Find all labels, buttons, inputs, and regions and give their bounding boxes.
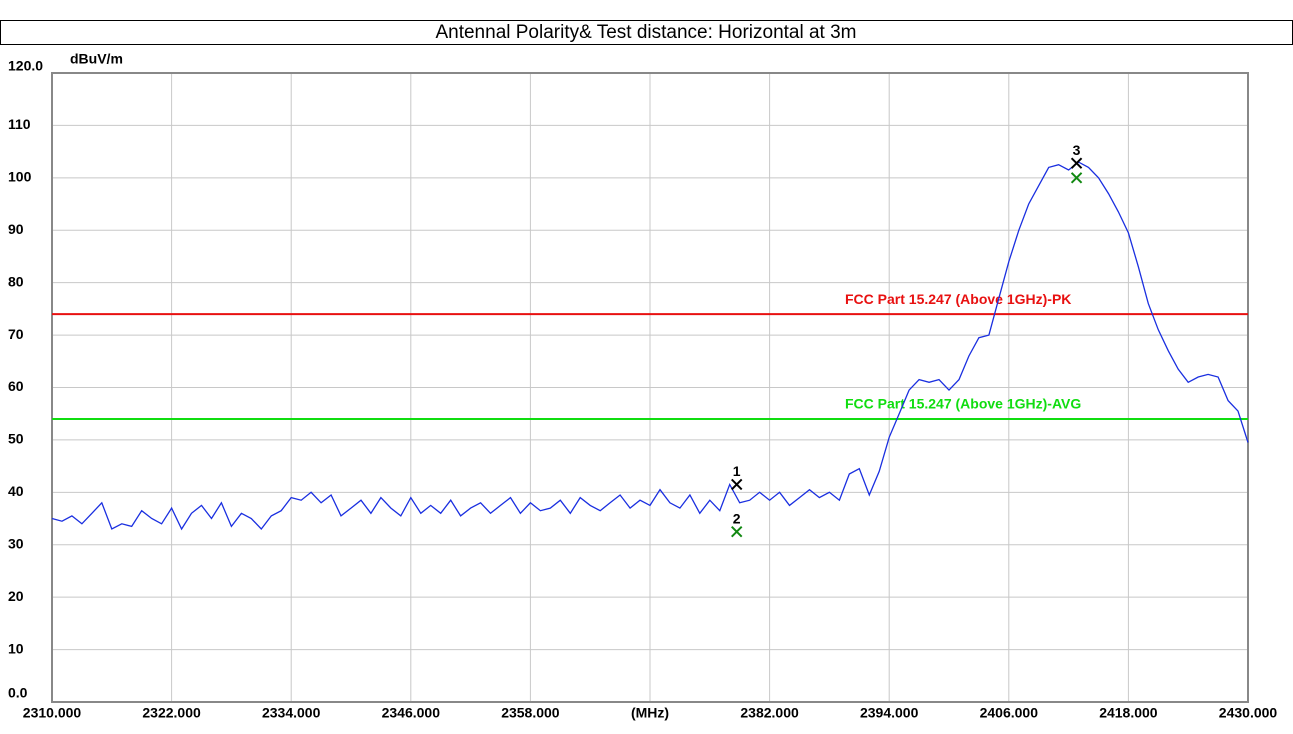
marker-label: 2 (733, 510, 741, 526)
limit-label: FCC Part 15.247 (Above 1GHz)-PK (845, 291, 1071, 307)
x-tick-label: 2382.000 (740, 705, 799, 721)
y-tick-label: 80 (8, 273, 24, 289)
y-tick-label: 110 (8, 116, 31, 132)
marker-label: 1 (733, 463, 741, 479)
x-tick-label: 2394.000 (860, 705, 919, 721)
y-tick-label: 120.0 (8, 58, 43, 74)
y-tick-label: 10 (8, 640, 24, 656)
y-tick-label: 30 (8, 535, 24, 551)
y-tick-label: 50 (8, 431, 24, 447)
y-axis-label: dBuV/m (70, 51, 123, 67)
y-tick-label: 60 (8, 378, 24, 394)
limit-label: FCC Part 15.247 (Above 1GHz)-AVG (845, 396, 1081, 412)
x-tick-label: 2418.000 (1099, 705, 1158, 721)
marker (1070, 157, 1083, 169)
trace-line (51, 161, 1249, 531)
marker (731, 525, 743, 538)
y-tick-label: 40 (8, 483, 24, 499)
x-tick-label: 2430.000 (1219, 705, 1278, 721)
y-tick-label: 100 (8, 169, 32, 185)
x-tick-label: 2310.000 (23, 705, 82, 721)
x-tick-label: 2406.000 (980, 705, 1039, 721)
y-tick-label: 0.0 (8, 685, 28, 701)
marker (731, 478, 743, 491)
x-tick-label: 2358.000 (501, 705, 560, 721)
y-tick-label: 20 (8, 588, 24, 604)
marker (1070, 172, 1083, 184)
x-tick-label: 2334.000 (262, 705, 321, 721)
marker-label: 3 (1073, 142, 1081, 158)
x-tick-label: 2322.000 (142, 705, 201, 721)
plot-frame (51, 72, 1249, 703)
title-box (0, 20, 1293, 45)
y-tick-label: 90 (8, 221, 24, 237)
y-tick-label: 70 (8, 326, 24, 342)
x-tick-label: (MHz) (631, 705, 669, 721)
x-tick-label: 2346.000 (382, 705, 441, 721)
chart-title: Antennal Polarity& Test distance: Horizo… (435, 22, 856, 43)
